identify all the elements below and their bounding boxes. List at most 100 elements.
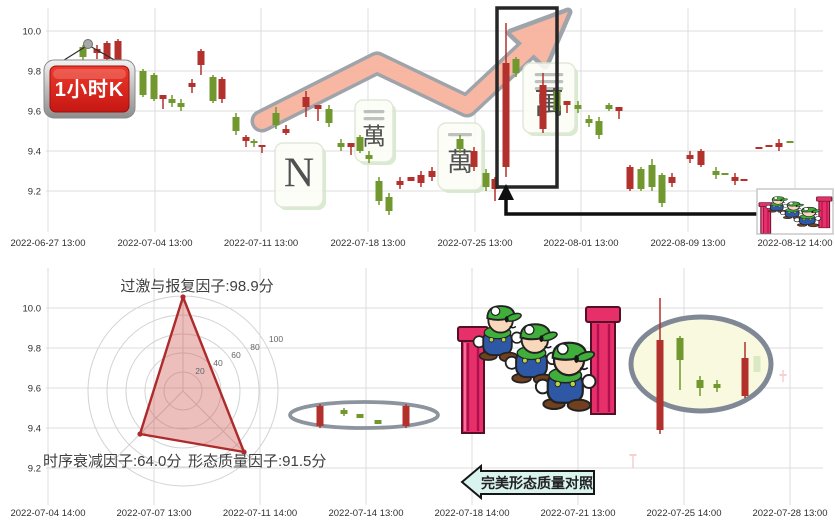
- candle-down: [741, 342, 749, 398]
- candle-body: [340, 410, 348, 414]
- pattern-ellipse-large: [628, 314, 774, 414]
- candle-body: [428, 171, 436, 177]
- x-tick-label: 2022-08-12 14:00: [757, 238, 832, 249]
- factor-label-top: 过激与报复因子:98.9分: [120, 277, 273, 295]
- candle-up: [786, 141, 794, 143]
- candle-up: [232, 113, 240, 135]
- candle-body: [188, 83, 196, 87]
- candle-up: [340, 408, 348, 416]
- candle-down: [502, 23, 510, 177]
- radar-vertex: [241, 449, 247, 455]
- tile-number-stroke: [363, 117, 385, 121]
- candle-faint: [779, 370, 787, 382]
- candle-down: [314, 105, 322, 121]
- connector-arrowhead: [498, 184, 514, 200]
- y-tick-label: 9.6: [28, 384, 41, 395]
- candle-body: [337, 143, 345, 147]
- candle-up: [696, 376, 704, 396]
- bottom-chart-axes: 2022-07-04 14:00 2022-07-07 13:00 2022-07-…: [10, 304, 827, 520]
- candle-up: [356, 135, 364, 153]
- y-tick-label: 10.0: [23, 304, 42, 315]
- candle-up: [585, 115, 593, 127]
- radar-vertex: [137, 431, 143, 437]
- candle-body: [470, 151, 478, 167]
- candle-up: [337, 139, 345, 151]
- x-tick-label: 2022-07-11 14:00: [223, 508, 297, 519]
- candle-body: [482, 173, 490, 187]
- candle-body: [347, 143, 355, 147]
- tile-face: [354, 99, 394, 163]
- mahjong-tile: 萬: [522, 62, 578, 136]
- candle-body: [740, 179, 748, 181]
- candle-body: [316, 406, 324, 426]
- candle-down: [242, 135, 250, 147]
- mini-cartoon-box: [756, 188, 834, 235]
- candle-up: [385, 193, 393, 215]
- radar-tick-label: 60: [231, 350, 241, 360]
- candle-body: [79, 47, 87, 57]
- candle-down: [197, 49, 205, 75]
- candle-body: [402, 406, 410, 426]
- y-tick-label: 9.4: [28, 424, 41, 435]
- x-tick-label: 2022-07-07 13:00: [116, 508, 191, 519]
- candle-body: [491, 179, 499, 189]
- y-tick-label: 9.4: [28, 147, 41, 158]
- tile-number-stroke: [534, 80, 564, 84]
- radar-vertex: [180, 294, 186, 300]
- tile-glyph: 萬: [362, 124, 386, 151]
- candle-body: [374, 420, 382, 424]
- candle-up: [574, 101, 582, 113]
- y-tick-label: 9.6: [28, 107, 41, 118]
- candle-up: [177, 99, 185, 111]
- kline-period-sign: 1小时K: [43, 39, 136, 119]
- candle-body: [605, 105, 613, 109]
- candle-body: [456, 139, 464, 149]
- candle-body: [697, 151, 705, 165]
- candle-body: [365, 155, 373, 159]
- tile-number-stroke: [534, 73, 564, 77]
- candle-up: [512, 57, 520, 77]
- x-tick-label: 2022-07-11 13:00: [224, 238, 298, 249]
- candle-down: [491, 177, 499, 201]
- candle-body: [417, 175, 425, 183]
- sign-nail: [83, 39, 93, 49]
- candle-body: [676, 338, 684, 360]
- candle-body: [218, 79, 226, 99]
- trend-arrow-head: [511, 12, 568, 65]
- candle-body: [302, 97, 310, 107]
- candle-body: [696, 380, 704, 388]
- pattern-ellipses: [288, 314, 774, 430]
- x-tick-label: 2022-07-28 13:00: [752, 508, 827, 519]
- candle-down: [740, 179, 748, 181]
- factor-label-bottom-left: 时序衰减因子:64.0分: [43, 453, 181, 470]
- candle-down: [93, 45, 101, 59]
- y-tick-label: 9.2: [28, 187, 41, 198]
- candle-body: [502, 63, 510, 167]
- candle-body: [775, 143, 783, 147]
- candle-body: [668, 177, 676, 183]
- candle-body: [755, 147, 763, 149]
- candle-body: [585, 119, 593, 123]
- banner-label: 完美形态质量对照: [481, 475, 593, 491]
- candle-body: [177, 103, 185, 107]
- x-tick-label: 2022-06-27 13:00: [10, 238, 85, 249]
- candle-body: [103, 43, 111, 59]
- candle-body: [574, 105, 582, 109]
- radar-tick-label: 20: [195, 366, 205, 376]
- x-tick-label: 2022-07-14 13:00: [328, 508, 403, 519]
- candle-body: [595, 121, 603, 135]
- candle-up: [637, 167, 645, 191]
- highlight-box: [495, 6, 559, 189]
- y-tick-label: 10.0: [23, 27, 42, 38]
- tile-number-stroke: [363, 110, 385, 114]
- candle-body: [385, 197, 393, 211]
- candle-down: [417, 171, 425, 187]
- connector-line: [504, 198, 798, 216]
- candle-body: [686, 155, 694, 159]
- candle-body: [282, 129, 290, 133]
- x-tick-label: 2022-07-18 13:00: [330, 238, 405, 249]
